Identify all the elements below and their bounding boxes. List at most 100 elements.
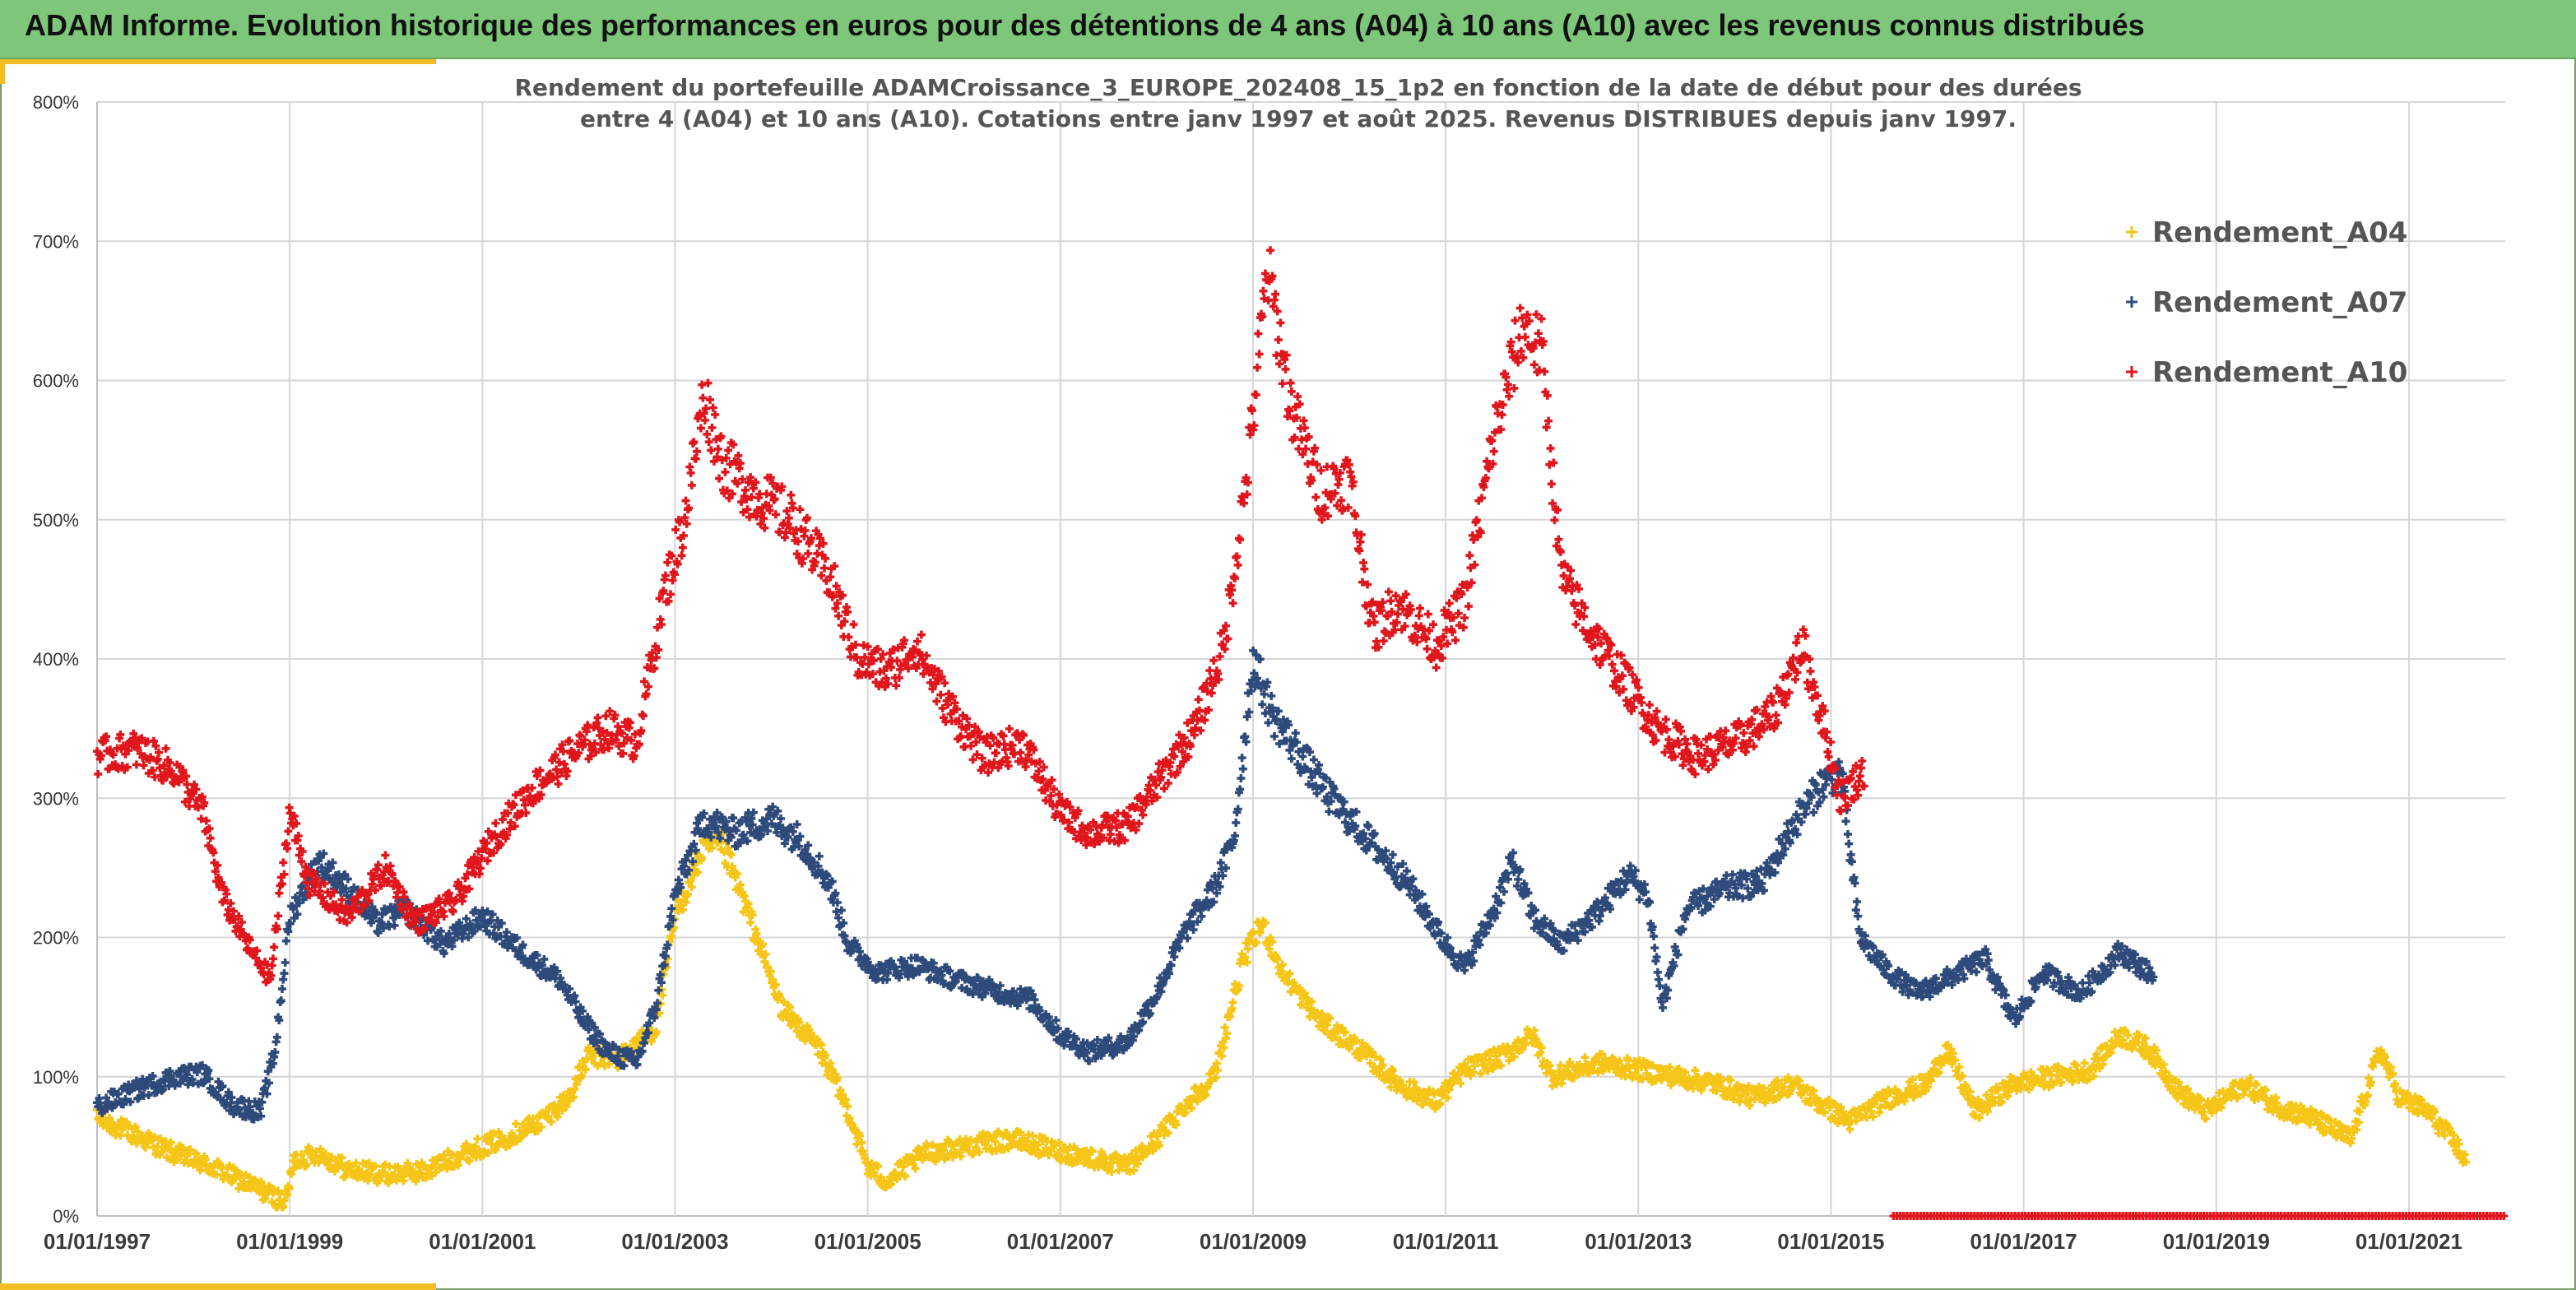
data-point — [2123, 1031, 2133, 1040]
x-tick-label: 01/01/2005 — [815, 1229, 921, 1254]
data-point — [553, 1112, 562, 1121]
data-point — [1759, 1084, 1768, 1093]
data-point — [2135, 1031, 2144, 1040]
chart-title-line-1: Rendement du portefeuille ADAMCroissance… — [514, 74, 2082, 101]
data-point — [508, 1129, 517, 1138]
data-point — [1659, 1003, 1668, 1012]
page-title: ADAM Informe. Evolution historique des p… — [25, 8, 2145, 42]
data-point — [116, 1131, 125, 1140]
data-point — [746, 918, 755, 927]
data-point — [1772, 1076, 1781, 1085]
data-point — [341, 1172, 350, 1181]
data-point — [1993, 1085, 2002, 1094]
data-point — [1556, 1061, 1565, 1070]
data-point — [2025, 1085, 2034, 1094]
data-point — [744, 899, 753, 908]
data-point — [1296, 1000, 1305, 1009]
data-point — [132, 760, 141, 769]
data-point — [1785, 1086, 1794, 1095]
data-point — [153, 1143, 162, 1152]
data-point — [1344, 1044, 1353, 1053]
data-point — [285, 1184, 294, 1193]
data-point — [1966, 1087, 1975, 1096]
data-point — [2038, 1075, 2047, 1084]
data-point — [104, 1113, 114, 1122]
data-point — [1223, 1029, 1232, 1038]
data-point — [1212, 1059, 1221, 1068]
data-point — [1390, 1071, 1399, 1080]
data-point — [570, 1085, 579, 1094]
data-point — [753, 935, 762, 944]
x-tick-label: 01/01/2011 — [1393, 1229, 1499, 1254]
data-point — [1220, 1023, 1229, 1032]
y-tick-label: 400% — [33, 649, 79, 670]
data-point — [270, 943, 279, 952]
data-point — [1497, 1061, 1506, 1070]
data-point — [2078, 978, 2087, 987]
data-point — [1130, 1166, 1139, 1175]
data-point — [550, 1100, 559, 1109]
data-point — [1218, 1051, 1227, 1060]
data-point — [1585, 1069, 1594, 1078]
data-point — [775, 992, 784, 1001]
data-point — [274, 912, 283, 921]
data-point — [2202, 1114, 2211, 1123]
data-point — [1322, 1020, 1331, 1029]
data-point — [1028, 1131, 1037, 1140]
data-point — [758, 940, 767, 949]
data-point — [281, 958, 290, 967]
data-point — [766, 967, 775, 976]
data-point — [2080, 1059, 2089, 1068]
data-point — [2325, 1116, 2334, 1125]
data-point — [473, 1135, 482, 1144]
data-point — [1975, 1113, 1984, 1122]
data-point — [1267, 691, 1276, 700]
data-point — [1666, 1081, 1675, 1090]
data-point — [1362, 1051, 1371, 1060]
data-point — [2173, 1093, 2182, 1102]
data-point — [593, 713, 602, 722]
x-tick-label: 01/01/2001 — [429, 1229, 536, 1254]
data-point — [833, 1074, 842, 1083]
x-tick-label: 01/01/2009 — [1200, 1229, 1307, 1254]
data-point — [2321, 1128, 2330, 1137]
y-tick-label: 600% — [33, 371, 79, 392]
data-point — [870, 1172, 880, 1181]
data-point — [206, 833, 215, 842]
data-point — [2170, 1084, 2179, 1093]
data-point — [1371, 1052, 1380, 1061]
data-point — [1211, 1074, 1220, 1083]
data-point — [2233, 1093, 2242, 1102]
data-point — [1483, 1066, 1492, 1075]
data-point — [1258, 700, 1267, 709]
data-point — [1537, 1043, 1546, 1052]
data-point — [2347, 1134, 2356, 1143]
data-point — [1238, 764, 1247, 773]
data-point — [726, 850, 736, 859]
data-point — [1291, 729, 1300, 738]
data-point — [647, 1037, 656, 1046]
data-point — [1268, 937, 1277, 946]
data-point — [1242, 958, 1251, 967]
data-point — [1002, 1129, 1011, 1138]
data-point — [416, 1168, 425, 1177]
data-point — [2089, 1072, 2098, 1081]
data-point — [1154, 1141, 1163, 1150]
chart-title-line-2: entre 4 (A04) et 10 ans (A10). Cotations… — [580, 105, 2017, 132]
data-point — [1700, 1081, 1709, 1090]
data-point — [2066, 1066, 2075, 1075]
data-point — [279, 858, 288, 867]
data-point — [257, 1177, 266, 1186]
data-point — [1232, 818, 1241, 827]
data-point — [1725, 1084, 1734, 1093]
chart-area: 0%100%200%300%400%500%600%700%800% 01/01… — [33, 74, 2509, 1254]
data-point — [371, 1162, 380, 1171]
data-point — [1285, 969, 1294, 978]
data-point — [1831, 1114, 1840, 1123]
data-point — [845, 1114, 854, 1123]
data-point — [1728, 870, 1737, 879]
data-point — [1445, 1085, 1454, 1094]
data-point — [581, 1065, 590, 1074]
data-point — [302, 1160, 311, 1169]
data-point — [2249, 1088, 2258, 1097]
